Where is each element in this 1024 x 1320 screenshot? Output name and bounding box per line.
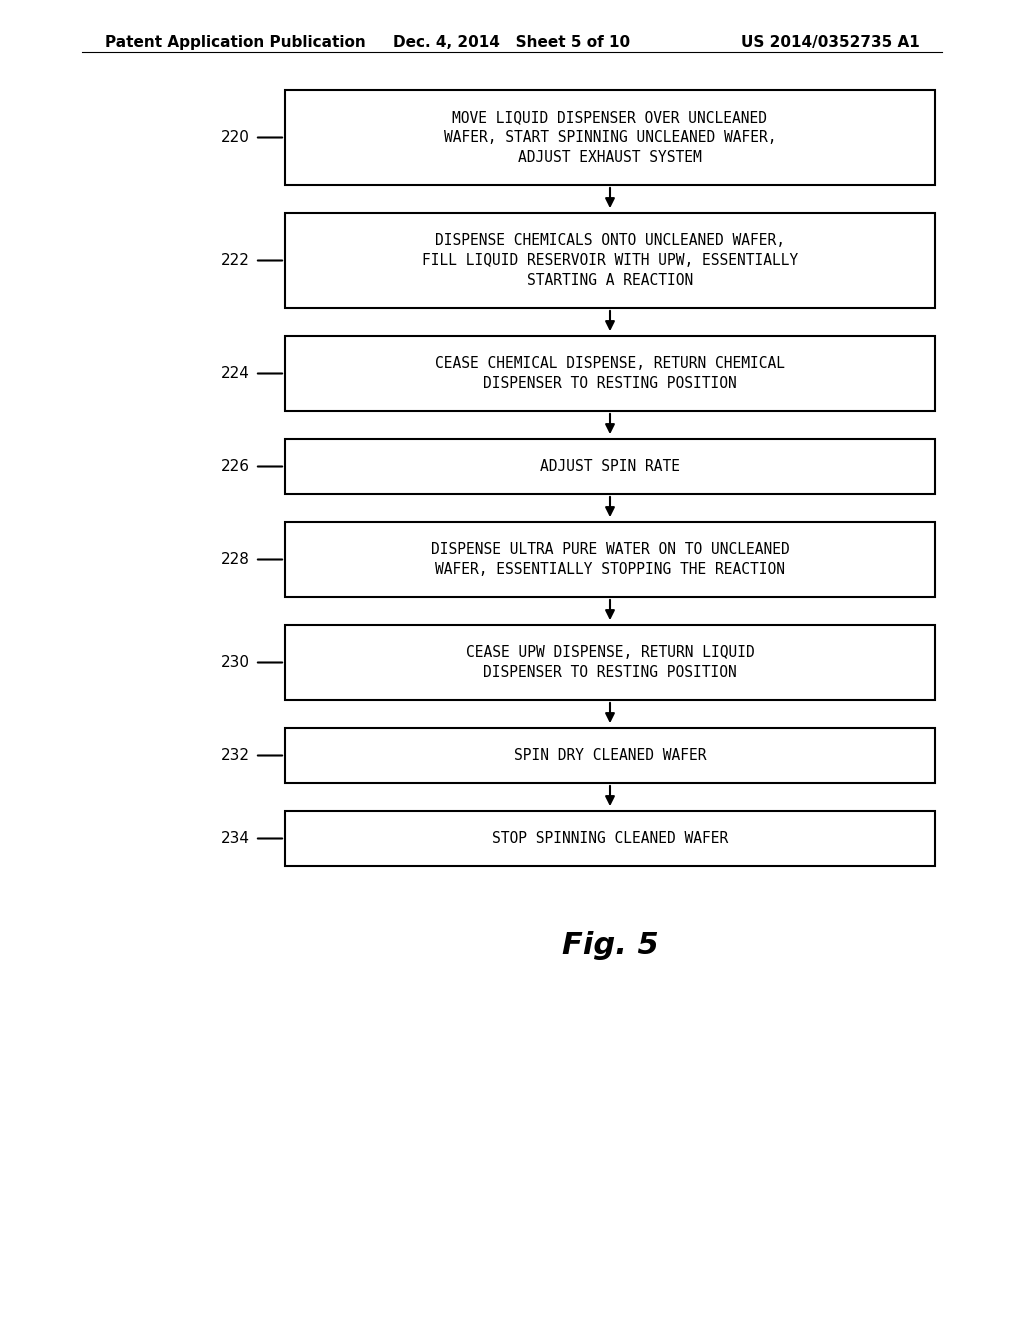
Text: 234: 234: [221, 832, 250, 846]
Text: 232: 232: [221, 748, 250, 763]
FancyBboxPatch shape: [285, 440, 935, 494]
Text: ADJUST SPIN RATE: ADJUST SPIN RATE: [540, 459, 680, 474]
Text: 222: 222: [221, 253, 250, 268]
Text: CEASE CHEMICAL DISPENSE, RETURN CHEMICAL
DISPENSER TO RESTING POSITION: CEASE CHEMICAL DISPENSE, RETURN CHEMICAL…: [435, 356, 785, 391]
Text: 230: 230: [221, 655, 250, 671]
FancyBboxPatch shape: [285, 90, 935, 185]
Text: Patent Application Publication: Patent Application Publication: [105, 36, 366, 50]
Text: US 2014/0352735 A1: US 2014/0352735 A1: [741, 36, 920, 50]
FancyBboxPatch shape: [285, 213, 935, 308]
Text: 228: 228: [221, 552, 250, 568]
FancyBboxPatch shape: [285, 521, 935, 597]
Text: CEASE UPW DISPENSE, RETURN LIQUID
DISPENSER TO RESTING POSITION: CEASE UPW DISPENSE, RETURN LIQUID DISPEN…: [466, 645, 755, 680]
Text: Fig. 5: Fig. 5: [561, 931, 658, 960]
FancyBboxPatch shape: [285, 810, 935, 866]
Text: SPIN DRY CLEANED WAFER: SPIN DRY CLEANED WAFER: [514, 748, 707, 763]
FancyBboxPatch shape: [285, 624, 935, 700]
Text: 220: 220: [221, 129, 250, 145]
Text: 224: 224: [221, 366, 250, 381]
FancyBboxPatch shape: [285, 729, 935, 783]
Text: Dec. 4, 2014   Sheet 5 of 10: Dec. 4, 2014 Sheet 5 of 10: [393, 36, 631, 50]
Text: DISPENSE CHEMICALS ONTO UNCLEANED WAFER,
FILL LIQUID RESERVOIR WITH UPW, ESSENTI: DISPENSE CHEMICALS ONTO UNCLEANED WAFER,…: [422, 234, 798, 288]
Text: DISPENSE ULTRA PURE WATER ON TO UNCLEANED
WAFER, ESSENTIALLY STOPPING THE REACTI: DISPENSE ULTRA PURE WATER ON TO UNCLEANE…: [431, 543, 790, 577]
Text: MOVE LIQUID DISPENSER OVER UNCLEANED
WAFER, START SPINNING UNCLEANED WAFER,
ADJU: MOVE LIQUID DISPENSER OVER UNCLEANED WAF…: [443, 110, 776, 165]
Text: STOP SPINNING CLEANED WAFER: STOP SPINNING CLEANED WAFER: [492, 832, 728, 846]
Text: 226: 226: [221, 459, 250, 474]
FancyBboxPatch shape: [285, 337, 935, 411]
